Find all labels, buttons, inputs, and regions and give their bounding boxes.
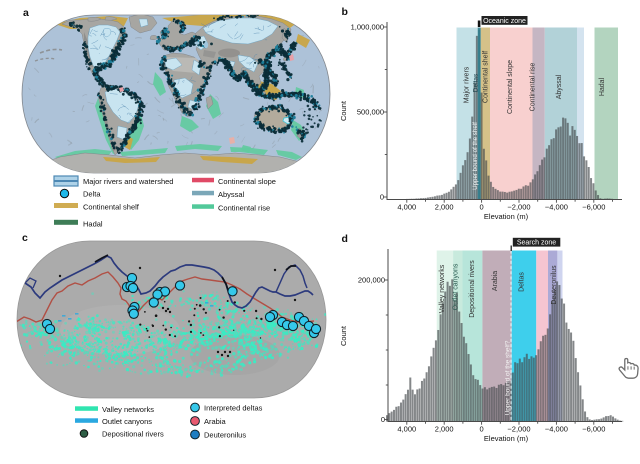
svg-text:Deuteronilus: Deuteronilus (204, 431, 246, 440)
svg-text:Outlet canyons: Outlet canyons (102, 417, 152, 426)
svg-text:0: 0 (380, 193, 384, 202)
svg-text:Depositional rivers: Depositional rivers (469, 260, 476, 318)
svg-text:0: 0 (480, 203, 484, 212)
svg-text:−6,000: −6,000 (582, 203, 605, 212)
svg-text:Hadal: Hadal (599, 77, 606, 96)
svg-text:Continental slope: Continental slope (218, 177, 276, 186)
svg-text:Deuteronilus: Deuteronilus (551, 265, 558, 305)
svg-text:Deltas: Deltas (472, 73, 479, 92)
svg-text:Continental shelf: Continental shelf (483, 51, 490, 103)
svg-text:−4,000: −4,000 (545, 203, 568, 212)
svg-text:Upper bound of the shelf?: Upper bound of the shelf? (505, 340, 512, 415)
svg-text:Delta: Delta (83, 190, 101, 199)
svg-text:Continental rise: Continental rise (218, 204, 270, 213)
svg-text:−2,000: −2,000 (507, 425, 530, 434)
svg-text:4,000: 4,000 (397, 203, 416, 212)
svg-text:0: 0 (480, 425, 484, 434)
svg-text:Major rivers: Major rivers (463, 66, 470, 103)
svg-text:Continental shelf: Continental shelf (83, 203, 140, 212)
svg-text:Depositional rivers: Depositional rivers (102, 430, 164, 439)
svg-text:−6,000: −6,000 (582, 425, 605, 434)
svg-text:Abyssal: Abyssal (556, 74, 563, 99)
svg-text:4,000: 4,000 (397, 425, 416, 434)
svg-text:Elevation (m): Elevation (m) (484, 212, 529, 221)
svg-text:b: b (342, 6, 348, 18)
svg-text:Abyssal: Abyssal (218, 190, 245, 199)
svg-text:Count: Count (339, 325, 348, 346)
svg-text:1,000,000: 1,000,000 (351, 23, 384, 32)
svg-text:200,000: 200,000 (358, 276, 385, 285)
svg-text:2,000: 2,000 (435, 425, 454, 434)
svg-text:Interpreted deltas: Interpreted deltas (204, 404, 263, 413)
svg-text:Outlet canyons: Outlet canyons (453, 263, 460, 310)
svg-text:Valley networks: Valley networks (102, 405, 154, 414)
svg-text:500,000: 500,000 (357, 108, 384, 117)
svg-text:Count: Count (339, 100, 348, 121)
svg-text:a: a (23, 7, 29, 19)
svg-text:d: d (342, 233, 348, 245)
svg-text:Continental rise: Continental rise (530, 63, 537, 112)
svg-text:−2,000: −2,000 (507, 203, 530, 212)
svg-text:Search zone: Search zone (517, 240, 556, 247)
svg-text:Valley networks: Valley networks (439, 264, 446, 313)
svg-text:c: c (22, 232, 28, 244)
svg-text:Upper bound of the shelf: Upper bound of the shelf (472, 122, 479, 190)
svg-text:Oceanic zone: Oceanic zone (483, 18, 526, 25)
svg-text:Arabia: Arabia (492, 271, 499, 291)
svg-text:Hadal: Hadal (83, 219, 103, 228)
svg-text:2,000: 2,000 (435, 203, 454, 212)
svg-text:Continental slope: Continental slope (507, 60, 514, 114)
svg-text:Major rivers and watershed: Major rivers and watershed (83, 177, 173, 186)
svg-text:Elevation (m): Elevation (m) (484, 434, 529, 443)
svg-text:0: 0 (381, 415, 385, 424)
svg-text:−4,000: −4,000 (545, 425, 568, 434)
svg-text:Deltas: Deltas (519, 272, 526, 292)
svg-text:Arabia: Arabia (204, 417, 227, 426)
